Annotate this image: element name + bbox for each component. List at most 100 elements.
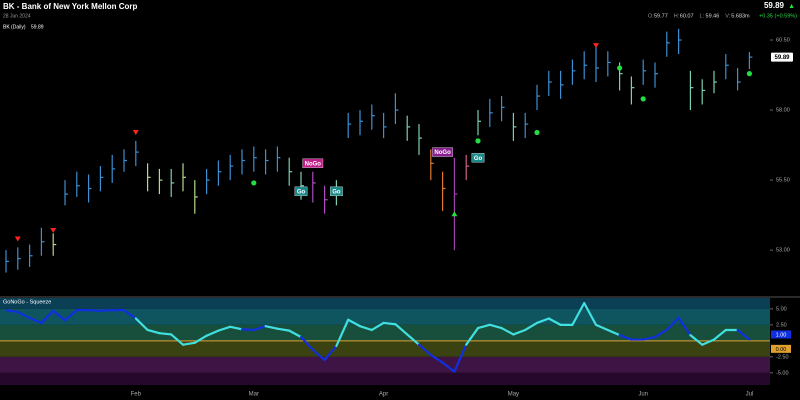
down-triangle <box>132 129 139 135</box>
legend-name: BK (Daily) <box>3 24 26 30</box>
zero-tag-bg <box>771 344 791 353</box>
oscillator-segment <box>146 328 161 335</box>
oscillator-segment <box>689 334 704 346</box>
x-tick-label: Mar <box>249 392 259 398</box>
oscillator-segment <box>229 325 244 331</box>
oscillator-segment <box>99 309 114 312</box>
oscillator-segment <box>606 328 621 337</box>
y-tick-label: 60.50 <box>776 37 790 43</box>
oscillator-segment <box>63 309 78 322</box>
oscillator-segment <box>382 321 397 326</box>
signal-label: Go <box>474 156 483 162</box>
x-tick-label: Apr <box>379 392 388 398</box>
up-triangle <box>451 211 458 217</box>
price-change: +0.35 (+0.59%) <box>759 13 797 19</box>
go-dot <box>640 96 646 102</box>
signal-label-bg <box>330 186 343 197</box>
x-tick-label: Feb <box>131 392 142 398</box>
oscillator-segment <box>40 309 55 325</box>
oscillator-segment <box>524 321 539 332</box>
go-dot <box>746 71 753 77</box>
oscillator-segment <box>488 323 503 330</box>
oscillator-segment <box>512 328 527 336</box>
band <box>0 324 770 341</box>
x-tick-label: May <box>508 392 519 398</box>
value-tag-bg <box>771 330 791 339</box>
signal-label: Go <box>332 189 341 195</box>
y-tick-label: 5.00 <box>776 306 787 312</box>
go-dot <box>251 180 257 186</box>
oscillator-segment <box>134 317 149 332</box>
oscillator-segment <box>618 334 633 341</box>
oscillator-bands <box>0 298 770 385</box>
oscillator-segment <box>122 309 137 320</box>
signal-label-bg <box>302 158 324 169</box>
zero-tag: 0.00 <box>776 347 787 353</box>
y-tick-label: 2.50 <box>776 322 787 328</box>
quote-label: H: <box>674 13 680 19</box>
price-tag-bg <box>771 52 793 62</box>
down-triangle <box>14 236 21 242</box>
oscillator-segment <box>335 318 350 348</box>
oscillator-segment <box>712 328 727 341</box>
signal-label-bg <box>432 147 453 157</box>
y-tick-label: -5.00 <box>776 370 789 376</box>
indicator-title: GoNoGo - Squeeze <box>3 299 51 305</box>
oscillator-segment <box>205 329 220 337</box>
oscillator-segment <box>476 323 491 330</box>
quote-label: L: <box>700 13 705 19</box>
oscillator-segment <box>736 328 751 341</box>
oscillator-segment <box>583 302 598 326</box>
oscillator-segment <box>417 343 432 357</box>
oscillator-segment <box>677 316 692 337</box>
oscillator-segment <box>52 309 67 322</box>
y-tick-label: 58.00 <box>776 108 790 114</box>
oscillator-segment <box>465 326 480 346</box>
oscillator-segment <box>429 353 444 364</box>
band <box>0 340 770 357</box>
quote-value: 59.46 <box>706 13 720 19</box>
band <box>0 308 770 325</box>
y-tick-label: 55.50 <box>776 178 790 184</box>
oscillator-segment <box>500 326 515 336</box>
signal-label-bg <box>471 153 485 163</box>
oscillator-segment <box>193 334 208 344</box>
oscillator-segment <box>264 325 279 330</box>
oscillator-segment <box>181 341 196 346</box>
oscillator-segment <box>252 325 267 332</box>
quote-value: 60.07 <box>680 13 694 19</box>
oscillator-segment <box>87 309 102 312</box>
down-triangle <box>50 228 57 234</box>
oscillator-segment <box>358 325 373 332</box>
oscillator-segment <box>594 323 609 332</box>
oscillator-segment <box>441 361 456 373</box>
signal-label: NoGo <box>434 150 451 156</box>
oscillator-segment <box>665 316 680 332</box>
price-arrow: ▲ <box>788 3 795 10</box>
oscillator-segment <box>4 309 19 314</box>
oscillator-segment <box>288 329 303 339</box>
price-tag: 59.89 <box>774 55 790 61</box>
oscillator-segment <box>547 317 562 326</box>
quote-value: 5.683m <box>731 13 750 19</box>
oscillator-segment <box>217 325 232 332</box>
band <box>0 356 770 373</box>
value-tag: 1.00 <box>776 332 787 338</box>
oscillator-segment <box>16 310 31 319</box>
quote-value: 59.77 <box>654 13 668 19</box>
legend-price: 59.89 <box>31 24 44 30</box>
oscillator-segment <box>394 323 409 336</box>
oscillator-segment <box>347 318 362 328</box>
band <box>0 372 770 385</box>
quote-label: O: <box>648 13 654 19</box>
oscillator-segment <box>642 335 657 341</box>
oscillator-segment <box>453 343 468 373</box>
oscillator-segment <box>311 348 326 362</box>
signal-label: NoGo <box>305 161 322 167</box>
oscillator-segment <box>323 344 338 362</box>
chart-title: BK - Bank of New York Mellon Corp <box>3 2 137 11</box>
signal-label-bg <box>294 186 308 197</box>
go-dot <box>617 65 623 71</box>
oscillator-segment <box>370 321 385 332</box>
